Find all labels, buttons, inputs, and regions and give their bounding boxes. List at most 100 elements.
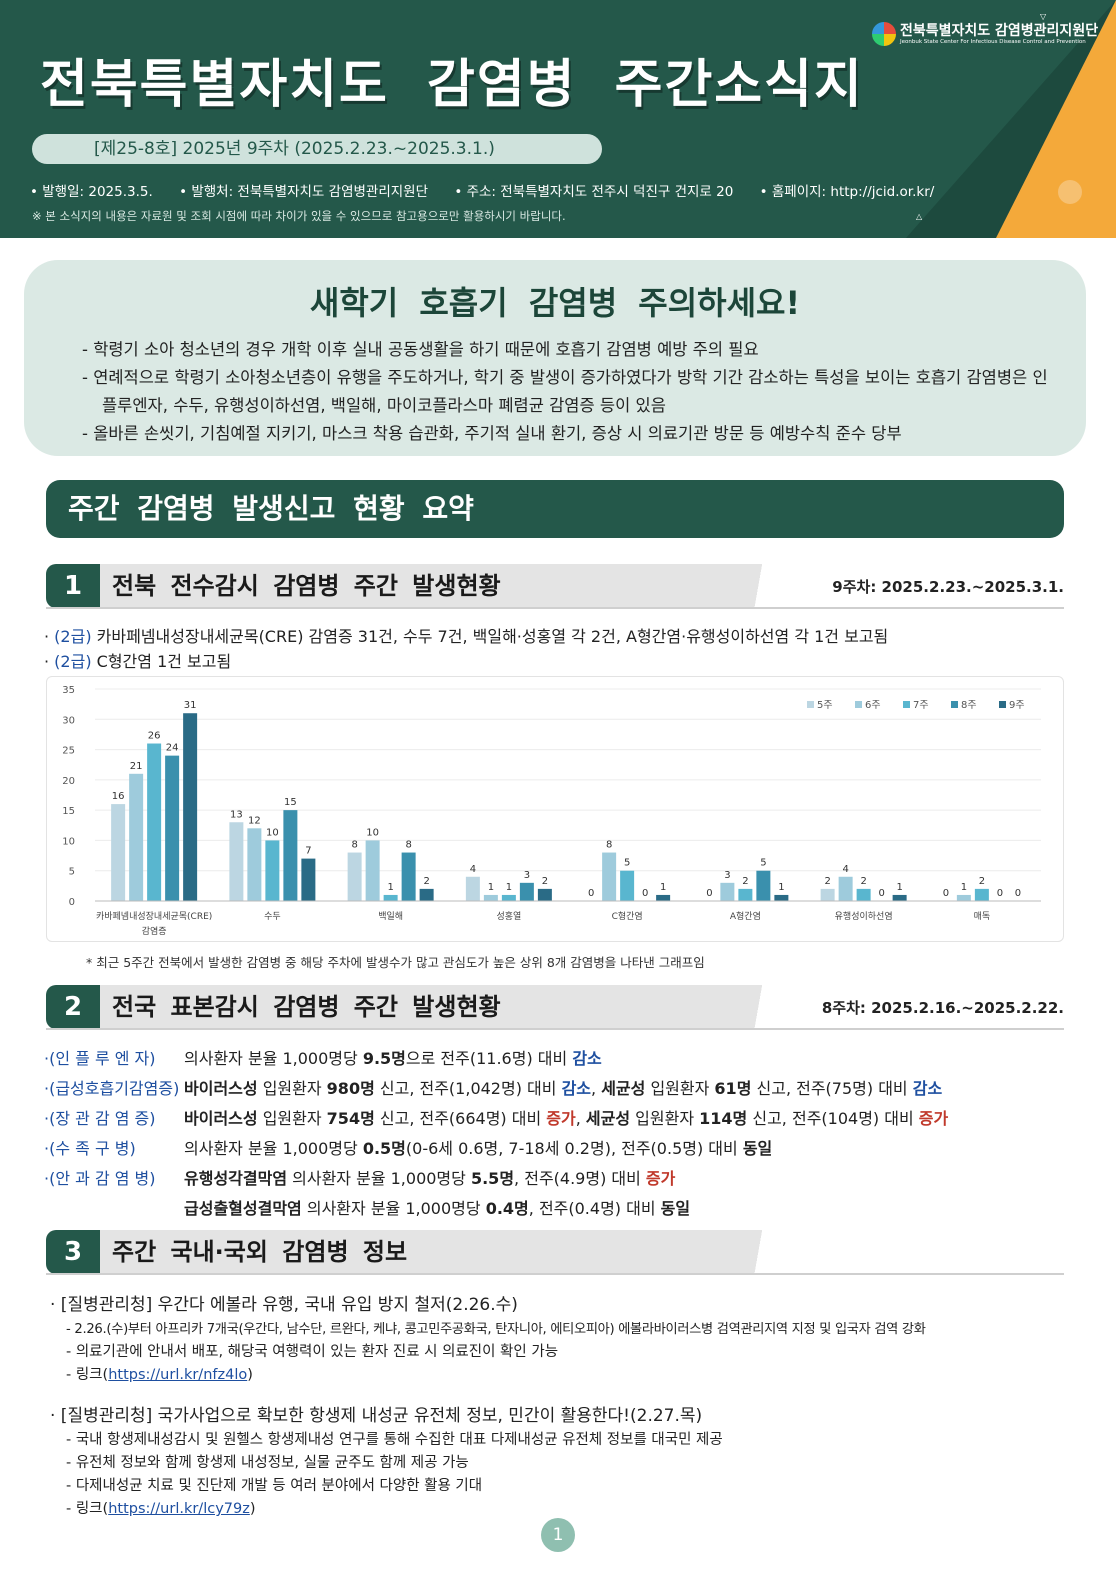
page-title: 전북특별자치도 감염병 주간소식지 <box>40 55 864 115</box>
bar-value-label: 8 <box>606 840 612 851</box>
link-suffix: ) <box>249 1501 256 1517</box>
bar-value-label: 4 <box>842 864 848 875</box>
triangle-icon: △ <box>916 212 923 221</box>
section-2-list: ·(인 플 루 엔 자) 의사환자 분율 1,000명당 9.5명으로 전주(11… <box>44 1044 948 1224</box>
homepage-link[interactable]: • 홈페이지: http://jcid.or.kr/ <box>759 184 935 200</box>
trend-label: 감소 <box>572 1049 602 1068</box>
chart-bar <box>401 852 416 901</box>
y-tick-label: 5 <box>69 867 75 878</box>
bar-value-label: 2 <box>542 876 548 887</box>
chart-bar <box>956 894 971 901</box>
news-detail: - 다제내성균 치료 및 진단제 개발 등 여러 분야에서 다양한 활용 기대 <box>66 1478 483 1494</box>
section-title-bar <box>100 1230 812 1274</box>
surveillance-text: 유행성각결막염 <box>184 1169 288 1188</box>
chart-bar <box>738 888 753 901</box>
address: • 주소: 전북특별자치도 전주시 덕진구 건지로 20 <box>454 184 734 200</box>
chart-bar <box>620 870 635 901</box>
alert-box: 새학기 호흡기 감염병 주의하세요! - 학령기 소아 청소년의 경우 개학 이… <box>24 260 1086 456</box>
bar-value-label: 0 <box>878 888 884 899</box>
news-headline: · [질병관리청] 우간다 에볼라 유행, 국내 유입 방지 철저(2.26.수… <box>50 1295 518 1315</box>
bar-value-label: 24 <box>166 743 179 754</box>
summary-text: 카바페넴내성장내세균목(CRE) 감염증 31건, 수두 7건, 백일해·성홍열… <box>91 627 889 646</box>
bar-value-label: 1 <box>961 882 967 893</box>
chart-bar <box>774 894 789 901</box>
x-category-label: C형간염 <box>612 911 643 922</box>
surveillance-category: ·(급성호흡기감염증) <box>44 1079 180 1098</box>
bar-value-label: 8 <box>351 840 357 851</box>
chart-bar <box>856 888 871 901</box>
bar-value-label: 13 <box>230 809 243 820</box>
chart-bar <box>483 894 498 901</box>
link-prefix: - 링크( <box>66 1367 109 1383</box>
surveillance-text: 신고, 전주(75명) 대비 <box>751 1079 913 1098</box>
chart-bar <box>465 876 480 901</box>
surveillance-row: ·(장 관 감 염 증) 바이러스성 입원환자 754명 신고, 전주(664명)… <box>44 1104 948 1134</box>
chart-bar <box>519 882 534 901</box>
x-category-label: 수두 <box>264 911 281 922</box>
page-number: 1 <box>541 1518 575 1552</box>
surveillance-text: 61명 <box>714 1079 752 1098</box>
issue-badge: [제25-8호] 2025년 9주차 (2025.2.23.~2025.3.1.… <box>32 134 602 164</box>
bar-value-label: 7 <box>305 846 311 857</box>
logo-subtext: Jeonbuk State Center For Infectious Dise… <box>900 38 1086 45</box>
surveillance-row: ·(수 족 구 병) 의사환자 분율 1,000명당 0.5명(0-6세 0.6명… <box>44 1134 948 1164</box>
surveillance-text: 의사환자 분율 1,000명당 <box>301 1199 486 1218</box>
legend-label: 5주 <box>817 700 833 711</box>
x-category-label: 성홍열 <box>496 910 521 922</box>
publish-date: • 발행일: 2025.3.5. <box>30 184 153 200</box>
surveillance-text: 으로 전주(11.6명) 대비 <box>405 1049 573 1068</box>
surveillance-text: 의사환자 분율 1,000명당 <box>184 1049 363 1068</box>
alert-list: - 학령기 소아 청소년의 경우 개학 이후 실내 공동생활을 하기 때문에 호… <box>82 336 1062 448</box>
trend-label: 증가 <box>645 1169 676 1188</box>
chart-bar <box>165 755 180 901</box>
section-underline <box>46 1028 1064 1030</box>
chart-bar <box>820 888 835 901</box>
section-number: 2 <box>46 985 100 1029</box>
bar-value-label: 3 <box>724 870 730 881</box>
surveillance-category: ·(장 관 감 염 증) <box>44 1109 156 1128</box>
surveillance-text: 동일 <box>742 1139 773 1158</box>
chart-bar <box>283 810 298 901</box>
news-detail: - 2.26.(수)부터 아프리카 7개국(우간다, 남수단, 르완다, 케냐,… <box>66 1322 926 1337</box>
x-category-label-line: 감염증 <box>142 925 167 937</box>
news-link[interactable]: https://url.kr/lcy79z <box>108 1501 250 1517</box>
legend-swatch <box>903 701 910 708</box>
summary-line: · (2급) C형간염 1건 보고됨 <box>44 652 232 671</box>
surveillance-text: 바이러스성 <box>184 1079 258 1098</box>
y-tick-label: 20 <box>62 776 75 787</box>
disclaimer-note: ※ 본 소식지의 내용은 자료원 및 조회 시점에 따라 차이가 있을 수 있으… <box>32 209 566 223</box>
chart-bar <box>347 852 362 901</box>
header-accent-stripe <box>996 0 1116 238</box>
surveillance-text: 9.5명 <box>362 1049 406 1068</box>
surveillance-text: 세균성 <box>601 1079 646 1098</box>
chart-bar <box>383 894 398 901</box>
y-tick-label: 10 <box>62 836 75 847</box>
alert-item: - 학령기 소아 청소년의 경우 개학 이후 실내 공동생활을 하기 때문에 호… <box>82 340 759 359</box>
legend-swatch <box>951 701 958 708</box>
publisher: • 발행처: 전북특별자치도 감염병관리지원단 <box>179 184 429 200</box>
trend-label: 감소 <box>561 1079 592 1098</box>
section-number: 3 <box>46 1230 100 1274</box>
logo-text: 전북특별자치도 감염병관리지원단 <box>900 22 1099 39</box>
bar-value-label: 5 <box>760 858 766 869</box>
chart-bar <box>229 822 244 901</box>
decorative-circle-icon <box>1058 180 1082 204</box>
news-detail: - 유전체 정보와 함께 항생제 내성정보, 실물 균주도 함께 제공 가능 <box>66 1455 469 1471</box>
trend-label: 증가 <box>546 1109 576 1128</box>
logo-mark-icon <box>872 22 896 46</box>
summary-line: · (2급) 카바페넴내성장내세균목(CRE) 감염증 31건, 수두 7건, … <box>44 627 889 646</box>
grade-label: (2급) <box>54 627 92 646</box>
summary-text: C형간염 1건 보고됨 <box>91 652 232 671</box>
bar-value-label: 5 <box>624 858 630 869</box>
y-tick-label: 0 <box>69 897 75 908</box>
alert-title: 새학기 호흡기 감염병 주의하세요! <box>309 284 801 322</box>
surveillance-text: 신고, 전주(664명) 대비 <box>374 1109 547 1128</box>
news-link[interactable]: https://url.kr/nfz4lo <box>108 1367 248 1383</box>
chart-bar <box>147 743 162 901</box>
bar-value-label: 0 <box>642 888 648 899</box>
bar-value-label: 31 <box>184 700 197 711</box>
surveillance-row: ·(안 과 감 염 병) 유행성각결막염 의사환자 분율 1,000명당 5.5명… <box>44 1164 948 1194</box>
bar-value-label: 2 <box>423 876 429 887</box>
triangle-icon: ▽ <box>1040 12 1047 21</box>
surveillance-text: 입원환자 <box>257 1109 327 1128</box>
